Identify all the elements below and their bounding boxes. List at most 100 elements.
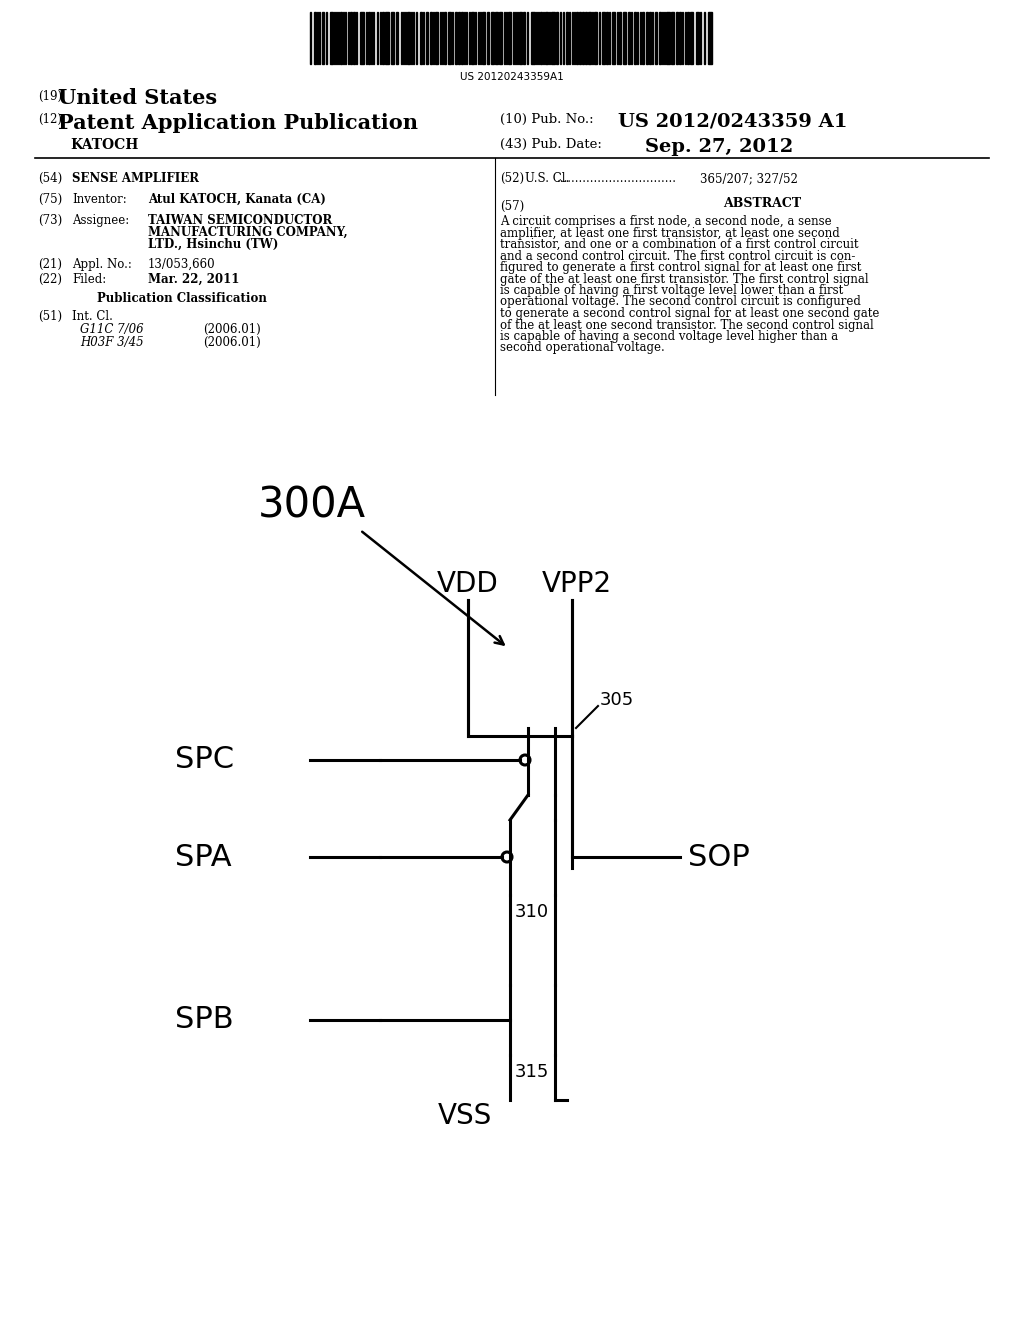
Bar <box>350 12 352 63</box>
Text: VSS: VSS <box>438 1102 493 1130</box>
Bar <box>487 12 489 63</box>
Text: 305: 305 <box>600 690 634 709</box>
Text: VDD: VDD <box>437 570 499 598</box>
Text: TAIWAN SEMICONDUCTOR: TAIWAN SEMICONDUCTOR <box>148 214 332 227</box>
Text: SOP: SOP <box>688 842 750 871</box>
Text: Sep. 27, 2012: Sep. 27, 2012 <box>645 139 794 156</box>
Bar <box>649 12 651 63</box>
Text: figured to generate a first control signal for at least one first: figured to generate a first control sign… <box>500 261 861 275</box>
Bar <box>330 12 333 63</box>
Text: H03F 3/45: H03F 3/45 <box>80 337 143 348</box>
Bar <box>430 12 432 63</box>
Text: SPB: SPB <box>175 1006 233 1035</box>
Bar <box>353 12 355 63</box>
Text: (12): (12) <box>38 114 62 125</box>
Text: second operational voltage.: second operational voltage. <box>500 342 665 355</box>
Text: VPP2: VPP2 <box>542 570 612 598</box>
Bar <box>360 12 364 63</box>
Bar <box>471 12 474 63</box>
Text: ABSTRACT: ABSTRACT <box>723 197 801 210</box>
Text: ................................: ................................ <box>557 172 677 185</box>
Text: amplifier, at least one first transistor, at least one second: amplifier, at least one first transistor… <box>500 227 840 239</box>
Bar <box>618 12 621 63</box>
Text: (10) Pub. No.:: (10) Pub. No.: <box>500 114 594 125</box>
Text: (75): (75) <box>38 193 62 206</box>
Text: US 20120243359A1: US 20120243359A1 <box>460 73 564 82</box>
Bar <box>523 12 525 63</box>
Bar <box>461 12 463 63</box>
Bar <box>671 12 674 63</box>
Bar <box>556 12 558 63</box>
Text: (19): (19) <box>38 90 62 103</box>
Bar <box>340 12 342 63</box>
Bar <box>458 12 460 63</box>
Text: gate of the at least one first transistor. The first control signal: gate of the at least one first transisto… <box>500 272 868 285</box>
Text: A circuit comprises a first node, a second node, a sense: A circuit comprises a first node, a seco… <box>500 215 831 228</box>
Bar <box>322 12 324 63</box>
Bar <box>655 12 657 63</box>
Text: is capable of having a first voltage level lower than a first: is capable of having a first voltage lev… <box>500 284 843 297</box>
Bar <box>435 12 438 63</box>
Bar <box>314 12 316 63</box>
Text: Assignee:: Assignee: <box>72 214 129 227</box>
Text: 300A: 300A <box>258 484 367 525</box>
Bar <box>634 12 636 63</box>
Text: transistor, and one or a combination of a first control circuit: transistor, and one or a combination of … <box>500 238 858 251</box>
Bar <box>444 12 446 63</box>
Bar <box>594 12 597 63</box>
Text: 365/207; 327/52: 365/207; 327/52 <box>700 172 798 185</box>
Bar <box>606 12 608 63</box>
Text: operational voltage. The second control circuit is configured: operational voltage. The second control … <box>500 296 861 309</box>
Text: 315: 315 <box>515 1063 549 1081</box>
Text: (57): (57) <box>500 201 524 213</box>
Text: (2006.01): (2006.01) <box>203 323 261 337</box>
Bar <box>696 12 699 63</box>
Bar <box>566 12 568 63</box>
Bar <box>495 12 498 63</box>
Text: Atul KATOCH, Kanata (CA): Atul KATOCH, Kanata (CA) <box>148 193 326 206</box>
Bar <box>708 12 712 63</box>
Text: KATOCH: KATOCH <box>70 139 138 152</box>
Text: Filed:: Filed: <box>72 273 106 286</box>
Bar <box>579 12 581 63</box>
Text: Int. Cl.: Int. Cl. <box>72 310 113 323</box>
Text: (51): (51) <box>38 310 62 323</box>
Bar <box>575 12 578 63</box>
Text: 13/053,660: 13/053,660 <box>148 257 216 271</box>
Text: Publication Classification: Publication Classification <box>97 292 267 305</box>
Bar <box>545 12 548 63</box>
Text: United States: United States <box>58 88 217 108</box>
Text: U.S. Cl.: U.S. Cl. <box>525 172 569 185</box>
Text: is capable of having a second voltage level higher than a: is capable of having a second voltage le… <box>500 330 838 343</box>
Bar <box>687 12 689 63</box>
Text: and a second control circuit. The first control circuit is con-: and a second control circuit. The first … <box>500 249 855 263</box>
Bar <box>391 12 394 63</box>
Bar <box>642 12 644 63</box>
Bar <box>455 12 457 63</box>
Text: US 2012/0243359 A1: US 2012/0243359 A1 <box>618 114 848 131</box>
Text: (2006.01): (2006.01) <box>203 337 261 348</box>
Bar <box>426 12 428 63</box>
Bar <box>585 12 587 63</box>
Text: LTD., Hsinchu (TW): LTD., Hsinchu (TW) <box>148 238 279 251</box>
Bar <box>679 12 681 63</box>
Text: SENSE AMPLIFIER: SENSE AMPLIFIER <box>72 172 199 185</box>
Bar <box>508 12 511 63</box>
Text: MANUFACTURING COMPANY,: MANUFACTURING COMPANY, <box>148 226 347 239</box>
Text: (52): (52) <box>500 172 524 185</box>
Text: to generate a second control signal for at least one second gate: to generate a second control signal for … <box>500 308 880 319</box>
Bar <box>628 12 630 63</box>
Bar <box>385 12 389 63</box>
Text: (73): (73) <box>38 214 62 227</box>
Text: (22): (22) <box>38 273 62 286</box>
Text: (21): (21) <box>38 257 62 271</box>
Text: (54): (54) <box>38 172 62 185</box>
Text: Patent Application Publication: Patent Application Publication <box>58 114 418 133</box>
Bar <box>382 12 384 63</box>
Bar <box>646 12 648 63</box>
Bar <box>368 12 370 63</box>
Bar <box>420 12 422 63</box>
Bar <box>407 12 410 63</box>
Bar <box>582 12 584 63</box>
Bar <box>602 12 605 63</box>
